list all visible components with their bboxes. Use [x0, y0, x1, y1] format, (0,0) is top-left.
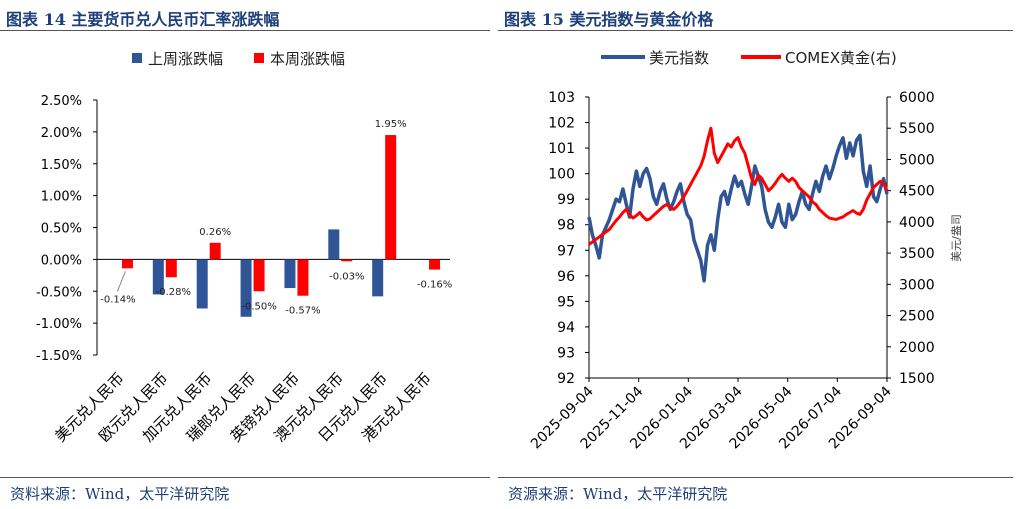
right-y-tick-label: 5500 — [899, 121, 935, 137]
data-label: -0.28% — [156, 287, 191, 298]
legend-label: COMEX黄金(右) — [785, 49, 897, 67]
right-title-rule — [498, 30, 1013, 31]
y-tick-label: 2.00% — [41, 126, 82, 141]
data-label: -0.16% — [417, 280, 452, 291]
bar — [341, 259, 353, 262]
right-y-tick-label: 5000 — [899, 152, 935, 168]
y-tick-label: -0.50% — [36, 285, 82, 300]
right-y-tick-label: 3500 — [899, 246, 935, 262]
label-leader-line — [116, 271, 126, 292]
right-y-axis-label: 美元/盎司 — [949, 214, 963, 262]
legend-swatch — [132, 53, 142, 63]
left-y-tick-label: 100 — [548, 167, 575, 183]
left-panel: 图表 14 主要货币兑人民币汇率涨跌幅 2.50% 2.00% 1.50% 1.00%… — [0, 0, 498, 509]
bar-chart: 2.50% 2.00% 1.50% 1.00% 0.50% 0.00% -0.50% -1.0… — [36, 50, 452, 445]
right-y-tick-label: 6000 — [899, 90, 935, 106]
left-y-tick-label: 101 — [548, 141, 575, 157]
bar — [372, 259, 384, 297]
right-y-tick-label: 2000 — [899, 340, 935, 356]
left-title-rule — [0, 30, 490, 31]
data-label: -0.03% — [329, 271, 364, 282]
bar — [297, 259, 309, 296]
data-label: 0.26% — [199, 227, 231, 238]
left-y-tick-label: 98 — [557, 218, 575, 234]
gold-price-line — [588, 126, 889, 246]
y-tick-label: -1.50% — [36, 349, 82, 364]
bar — [328, 229, 340, 260]
legend-swatch — [254, 53, 264, 63]
line-chart: 103 102 101 100 99 98 97 96 95 94 93 92 6000 5500 5000… — [528, 49, 963, 452]
bar — [165, 259, 177, 278]
right-panel: 图表 15 美元指数与黄金价格 103 102 101 100 99 98 97 96 95 94… — [498, 0, 1021, 509]
left-y-tick-label: 93 — [557, 345, 575, 361]
bar — [152, 259, 164, 295]
left-source-rule — [0, 477, 490, 478]
data-label: -0.14% — [100, 294, 135, 305]
data-label: -0.50% — [241, 301, 276, 312]
right-source-rule — [498, 477, 1013, 478]
right-source-note: 资源来源：Wind，太平洋研究院 — [508, 485, 728, 503]
bar — [284, 259, 296, 289]
left-y-tick-label: 94 — [557, 320, 575, 336]
bar — [121, 259, 133, 269]
legend-label: 美元指数 — [649, 49, 709, 67]
right-chart-title: 图表 15 美元指数与黄金价格 — [504, 10, 714, 29]
right-y-tick-label: 3000 — [899, 277, 935, 293]
bar — [429, 259, 441, 270]
y-tick-label: 0.00% — [41, 253, 82, 268]
data-label: -0.57% — [285, 306, 320, 317]
right-y-tick-label: 4500 — [899, 184, 935, 200]
left-source-note: 资料来源：Wind，太平洋研究院 — [10, 485, 230, 503]
right-y-tick-label: 2500 — [899, 309, 935, 325]
y-tick-label: 1.00% — [41, 190, 82, 205]
left-y-tick-label: 102 — [548, 116, 575, 132]
bar — [209, 242, 221, 260]
left-y-tick-label: 96 — [557, 269, 575, 285]
bar — [385, 135, 397, 260]
left-chart-title: 图表 14 主要货币兑人民币汇率涨跌幅 — [6, 10, 280, 29]
left-y-tick-label: 99 — [557, 192, 575, 208]
left-y-tick-label: 95 — [557, 294, 575, 310]
right-y-tick-label: 1500 — [899, 371, 935, 387]
y-tick-label: -1.00% — [36, 317, 82, 332]
left-y-tick-label: 103 — [548, 90, 575, 106]
y-tick-label: 0.50% — [41, 222, 82, 237]
legend-label: 本周涨跌幅 — [270, 50, 345, 68]
bar — [196, 259, 208, 309]
usd-index-line — [587, 133, 889, 283]
right-y-tick-label: 4000 — [899, 215, 935, 231]
y-tick-label: 2.50% — [41, 94, 82, 109]
bar — [253, 259, 265, 292]
data-label: 1.95% — [375, 119, 407, 130]
y-tick-label: 1.50% — [41, 158, 82, 173]
left-y-tick-label: 92 — [557, 371, 575, 387]
legend-label: 上周涨跌幅 — [148, 50, 223, 68]
bar — [240, 259, 252, 317]
left-y-tick-label: 97 — [557, 243, 575, 259]
